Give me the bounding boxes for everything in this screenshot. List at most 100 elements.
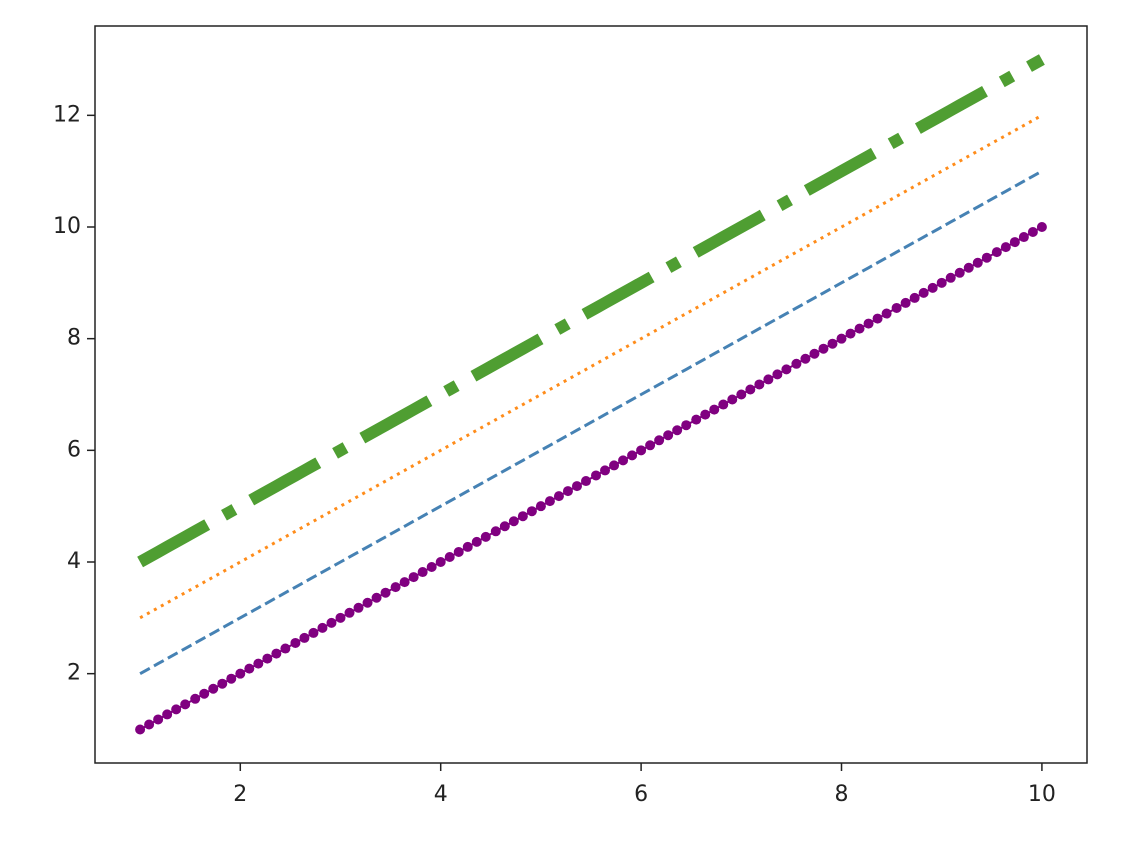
data-point	[571, 481, 582, 492]
data-point	[1009, 237, 1020, 248]
data-point	[691, 414, 702, 425]
data-point	[435, 557, 446, 567]
data-point	[308, 627, 319, 638]
data-point	[954, 267, 965, 278]
data-point	[217, 678, 228, 689]
data-point	[891, 302, 902, 313]
data-point	[380, 587, 391, 598]
data-point	[909, 292, 920, 303]
data-point	[335, 612, 346, 623]
data-point	[791, 358, 802, 369]
data-point	[672, 425, 683, 436]
data-point	[754, 379, 765, 390]
data-point	[180, 699, 191, 710]
data-point	[290, 637, 301, 648]
data-point	[317, 622, 328, 633]
data-point	[353, 602, 364, 613]
y-tick-label: 6	[67, 437, 81, 462]
data-point	[881, 308, 892, 319]
data-point	[535, 501, 546, 512]
data-point	[462, 541, 473, 552]
data-point	[362, 597, 373, 608]
data-point	[299, 632, 310, 643]
data-point	[936, 277, 947, 288]
data-point	[627, 450, 638, 461]
data-point	[544, 496, 555, 507]
data-point	[818, 343, 829, 354]
data-point	[471, 536, 482, 547]
data-point	[827, 338, 838, 349]
data-point	[645, 440, 656, 451]
data-point	[144, 719, 155, 730]
data-point	[553, 491, 564, 502]
y-tick-label: 10	[53, 214, 81, 239]
data-point	[981, 252, 992, 263]
data-point	[171, 704, 182, 715]
data-point	[190, 693, 201, 704]
data-point	[344, 607, 355, 618]
data-point	[845, 328, 856, 339]
data-point	[517, 511, 528, 522]
data-point	[591, 470, 602, 481]
data-point	[772, 369, 783, 380]
data-point	[872, 313, 883, 324]
data-point	[1018, 232, 1029, 243]
data-point	[681, 420, 692, 431]
data-point	[408, 572, 419, 583]
data-point	[499, 521, 510, 532]
data-point	[199, 688, 210, 699]
data-point	[480, 531, 491, 542]
y-tick-label: 12	[53, 102, 81, 127]
x-tick-label: 8	[835, 782, 849, 807]
data-point	[453, 546, 464, 557]
data-point	[700, 409, 711, 420]
data-point	[371, 592, 382, 603]
data-point	[426, 562, 437, 573]
data-point	[1036, 222, 1047, 232]
data-point	[253, 658, 264, 669]
data-point	[800, 353, 811, 364]
x-tick-label: 6	[634, 782, 648, 807]
data-point	[600, 465, 611, 476]
data-point	[153, 714, 164, 725]
data-point	[836, 333, 847, 344]
y-tick-label: 2	[67, 661, 81, 686]
data-point	[490, 526, 501, 537]
data-point	[854, 323, 865, 334]
data-point	[1000, 242, 1011, 253]
y-tick-label: 4	[67, 549, 81, 574]
data-point	[972, 257, 983, 268]
data-point	[580, 476, 591, 487]
series-line	[139, 169, 1043, 675]
data-point	[508, 516, 519, 527]
series-line	[137, 54, 1045, 568]
data-point	[745, 384, 756, 395]
data-point	[280, 643, 291, 654]
data-point	[162, 709, 173, 720]
data-point	[526, 506, 537, 517]
data-point	[326, 617, 337, 628]
data-point	[135, 724, 146, 735]
data-point	[736, 389, 747, 400]
x-tick-label: 4	[434, 782, 448, 807]
data-point	[709, 404, 720, 415]
data-point	[927, 282, 938, 293]
data-point	[208, 683, 219, 694]
data-point	[727, 394, 738, 405]
data-point	[991, 247, 1002, 258]
data-point	[226, 673, 237, 684]
data-point	[244, 663, 255, 674]
data-point	[636, 445, 647, 456]
data-point	[945, 272, 956, 283]
data-point	[900, 297, 911, 308]
data-point	[781, 364, 792, 375]
data-point	[863, 318, 874, 329]
data-point	[444, 551, 455, 562]
plot-frame	[94, 25, 1088, 764]
data-point	[918, 287, 929, 298]
data-point	[390, 582, 401, 593]
data-point	[663, 430, 674, 441]
data-point	[562, 486, 573, 497]
